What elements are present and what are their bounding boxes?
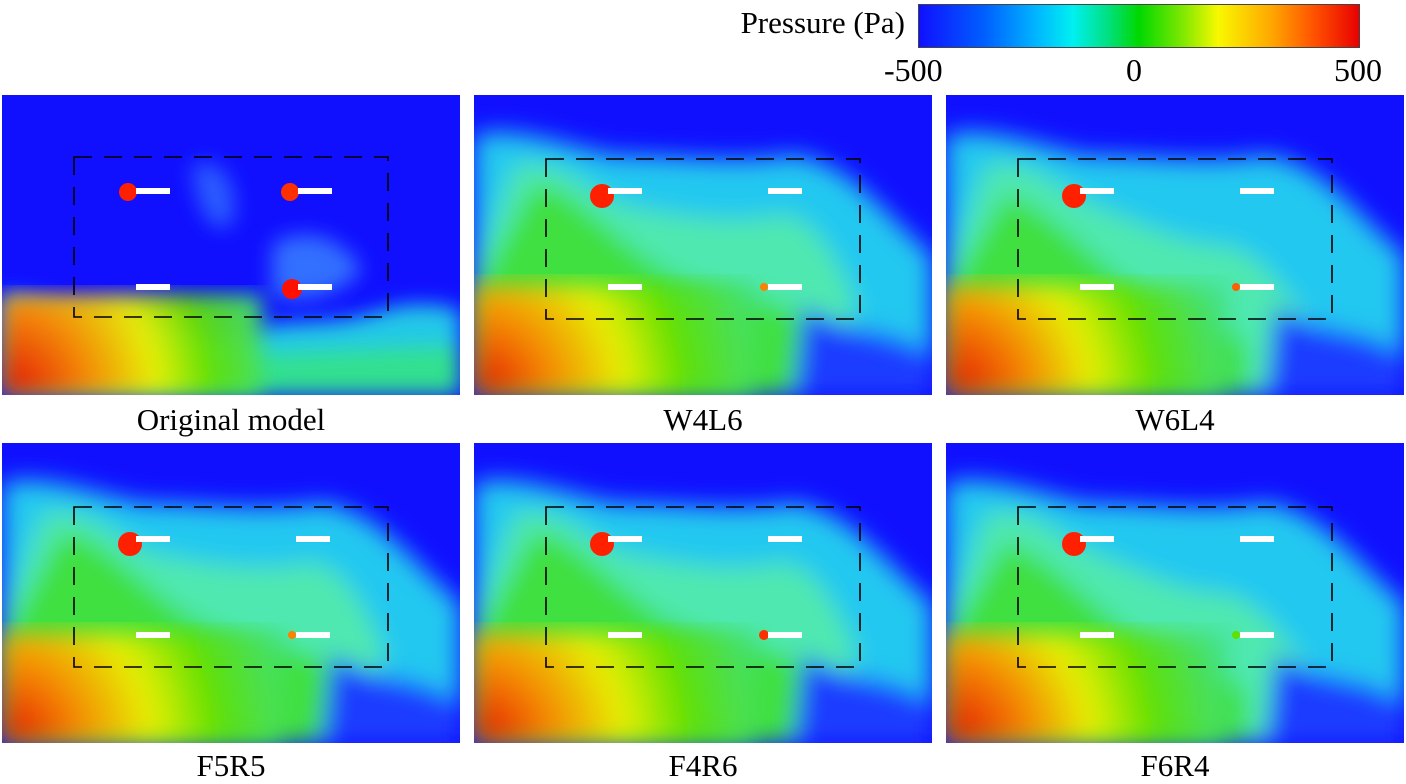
caption-f6r4: F6R4 [1140,748,1210,783]
caption-f4r6: F4R6 [668,748,738,783]
colorbar-tick-max: 500 [1334,52,1382,88]
obstacles [590,532,802,640]
panel-w6l4 [946,95,1404,395]
obstacles [118,532,330,639]
colorbar-title: Pressure (Pa) [740,5,905,40]
panel-f4r6 [474,443,932,743]
obstacles [1062,184,1274,291]
caption-w4l6: W4L6 [663,402,743,437]
panel-w4l6 [474,95,932,395]
obstacles [1062,532,1274,639]
colorbar-tick-min: -500 [884,52,943,88]
caption-original-model: Original model [136,402,326,437]
pressure-colorbar [918,4,1360,48]
colorbar-tick-zero: 0 [1126,52,1142,88]
caption-f5r5: F5R5 [196,748,266,783]
panel-f5r5 [2,443,460,743]
panel-f6r4 [946,443,1404,743]
panel-original-model [2,95,460,395]
obstacles [590,184,802,291]
caption-w6l4: W6L4 [1135,402,1215,437]
obstacles [119,183,332,299]
